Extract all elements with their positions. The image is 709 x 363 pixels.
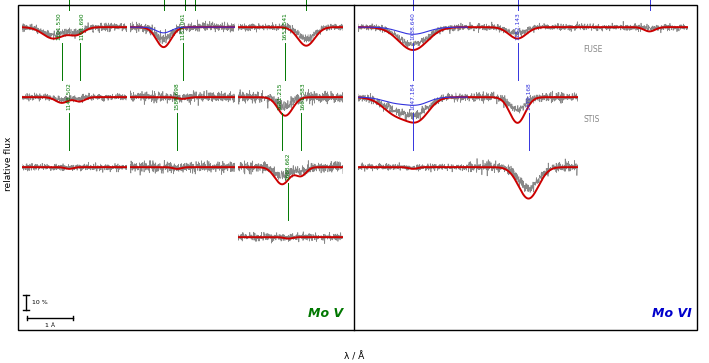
Text: FUSE: FUSE [584, 45, 603, 53]
Bar [18, 5, 697, 330]
Text: STIS: STIS [584, 114, 600, 123]
Text: 1101.530: 1101.530 [56, 12, 61, 40]
Text: 1187.061: 1187.061 [180, 12, 185, 40]
Text: relative flux: relative flux [4, 136, 13, 191]
Text: 10 %: 10 % [32, 300, 48, 305]
Text: Mo VI: Mo VI [652, 307, 691, 320]
Text: Mo V: Mo V [308, 307, 343, 320]
Text: 1 Å: 1 Å [45, 323, 55, 327]
Text: 1047.184: 1047.184 [411, 82, 415, 110]
Text: 1586.698: 1586.698 [174, 82, 180, 110]
Text: 1148.502: 1148.502 [67, 82, 72, 110]
Text: 1101.690: 1101.690 [79, 12, 84, 40]
Text: 1661.215: 1661.215 [277, 82, 282, 110]
Text: 1653.541: 1653.541 [283, 12, 288, 40]
Text: 1182.143: 1182.143 [515, 12, 520, 40]
Text: λ / Å: λ / Å [345, 352, 364, 361]
Text: 1038.640: 1038.640 [411, 12, 415, 40]
Text: 1479.168: 1479.168 [526, 82, 531, 110]
Text: 1668.662: 1668.662 [286, 152, 291, 180]
Text: 1661.383: 1661.383 [301, 82, 306, 110]
